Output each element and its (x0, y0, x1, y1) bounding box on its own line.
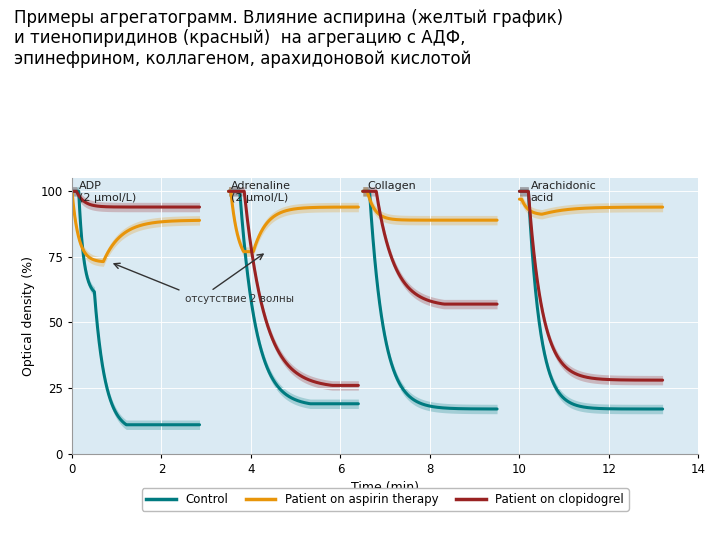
X-axis label: Time (min): Time (min) (351, 481, 419, 494)
Text: отсутствие 2 волны: отсутствие 2 волны (185, 294, 294, 303)
Legend: Control, Patient on aspirin therapy, Patient on clopidogrel: Control, Patient on aspirin therapy, Pat… (142, 488, 629, 511)
Text: Arachidonic
acid: Arachidonic acid (531, 181, 596, 203)
Text: ADP
(2 μmol/L): ADP (2 μmol/L) (78, 181, 136, 203)
Y-axis label: Optical density (%): Optical density (%) (22, 256, 35, 376)
Text: Collagen: Collagen (367, 181, 416, 191)
Text: Adrenaline
(2 μmol/L): Adrenaline (2 μmol/L) (231, 181, 291, 203)
Text: Примеры агрегатограмм. Влияние аспирина (желтый график)
и тиенопиридинов (красны: Примеры агрегатограмм. Влияние аспирина … (14, 9, 564, 68)
